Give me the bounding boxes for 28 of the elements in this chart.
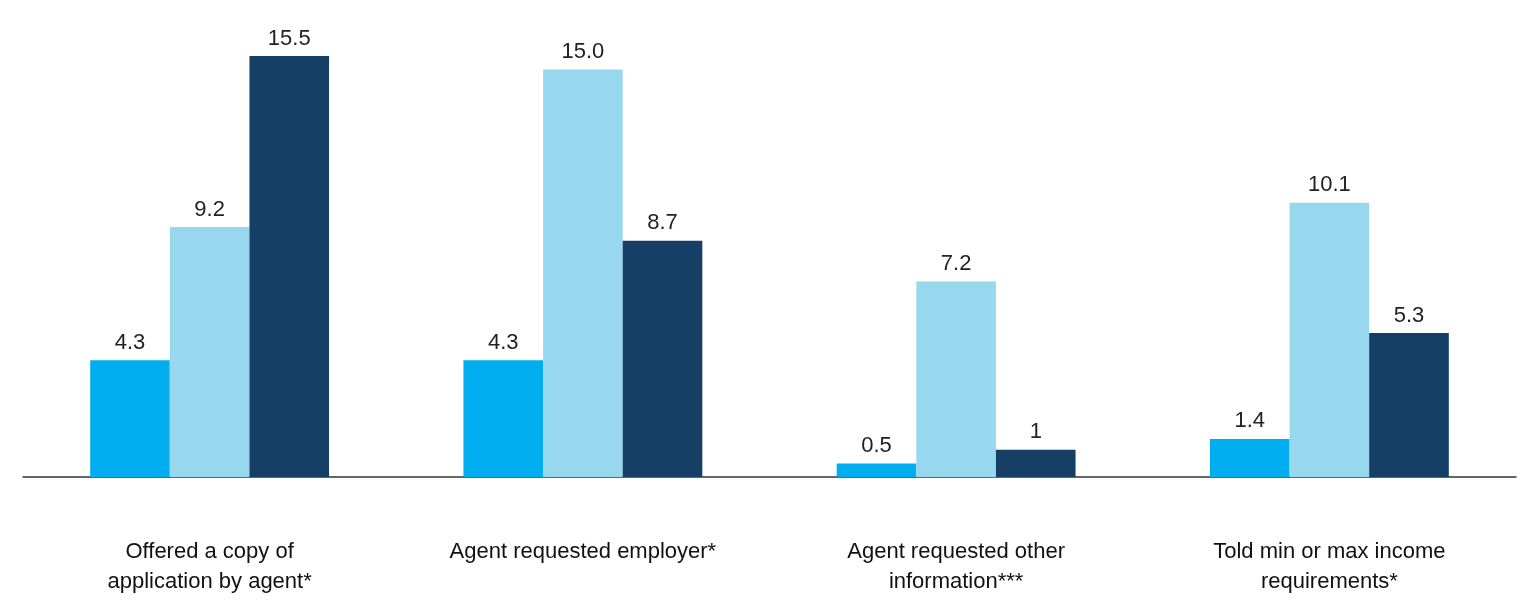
bar [90,360,170,477]
bar [169,227,250,477]
data-label: 7.2 [940,249,972,275]
bar [995,449,1076,477]
data-label: 0.5 [861,431,892,457]
bar [836,463,917,477]
data-label: 4.3 [114,328,146,354]
data-label: 15.0 [561,38,605,64]
data-label: 4.3 [487,328,519,354]
data-label: 8.7 [647,209,678,235]
data-label: 10.1 [1307,171,1351,197]
data-label: 5.3 [1393,301,1425,327]
x-tick-label: Offered a copy of application by agent* [107,537,313,593]
bar [463,360,544,477]
bar [543,69,623,477]
data-label: 1 [1029,418,1042,444]
bar [1289,202,1370,477]
data-label: 15.5 [267,24,311,50]
data-label: 1.4 [1234,407,1266,433]
x-tick-label: Agent requested employer* [449,537,717,563]
bar [249,56,330,477]
bar [1369,333,1449,477]
bar [1209,438,1290,477]
x-tick-label: Told min or max income requirements* [1213,537,1446,593]
bar [916,281,996,477]
x-tick-label: Agent requested other information*** [847,537,1065,593]
bar [622,240,703,477]
data-label: 9.2 [194,195,225,221]
